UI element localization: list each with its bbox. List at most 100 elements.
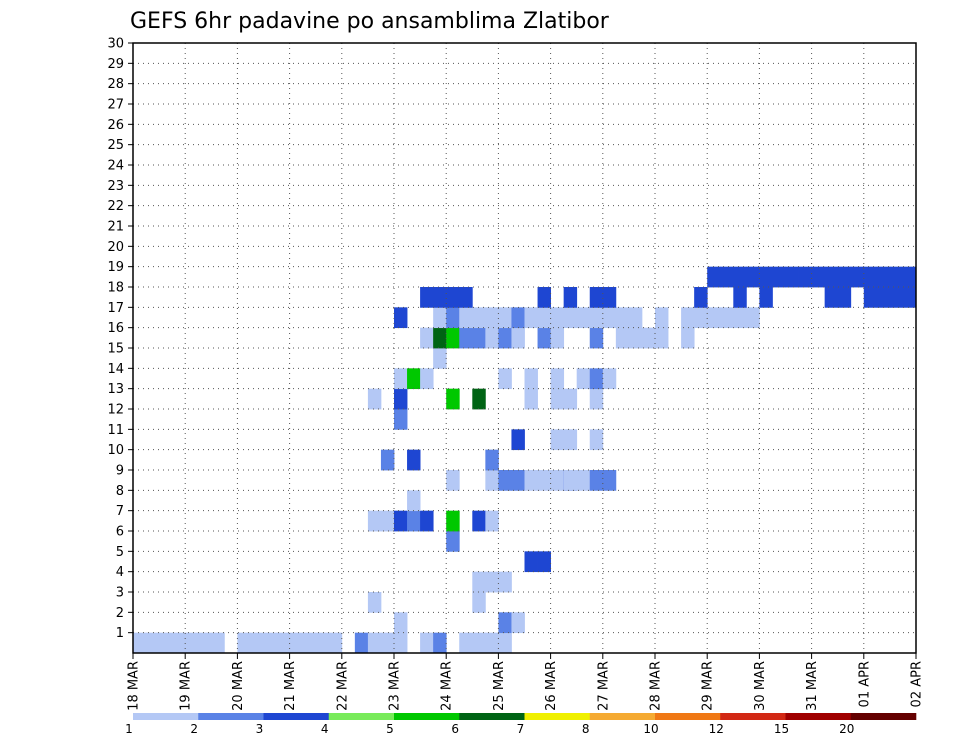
heatmap-cell bbox=[707, 307, 721, 329]
colorbar-label: 10 bbox=[643, 722, 658, 736]
heatmap-cell bbox=[263, 632, 277, 654]
heatmap-cell bbox=[576, 307, 591, 329]
heatmap-cell bbox=[420, 510, 434, 532]
x-tick-label: 23 MAR bbox=[388, 661, 403, 711]
heatmap-cell bbox=[615, 327, 630, 349]
y-tick-label: 25 bbox=[107, 138, 124, 153]
heatmap-cell bbox=[602, 368, 617, 390]
y-tick-label: 12 bbox=[107, 403, 124, 418]
colorbar-label: 8 bbox=[582, 722, 590, 736]
heatmap-cell bbox=[407, 368, 421, 390]
y-tick-label: 14 bbox=[107, 362, 124, 377]
colorbar-label: 4 bbox=[321, 722, 329, 736]
heatmap-cell bbox=[407, 490, 421, 512]
colorbar-label: 5 bbox=[386, 722, 394, 736]
colorbar-swatch bbox=[589, 713, 656, 720]
heatmap-cell bbox=[367, 592, 382, 613]
heatmap-cell bbox=[485, 327, 499, 349]
heatmap-cell bbox=[681, 327, 695, 349]
heatmap-cell bbox=[159, 632, 173, 654]
colorbar-label: 15 bbox=[774, 722, 789, 736]
heatmap-cell bbox=[485, 510, 499, 532]
heatmap-cell bbox=[394, 409, 408, 430]
heatmap-cell bbox=[485, 449, 499, 471]
heatmap-cell bbox=[641, 327, 656, 349]
colorbar-swatch bbox=[394, 713, 460, 720]
colorbar-swatch bbox=[263, 713, 330, 720]
heatmap-cell bbox=[472, 571, 486, 593]
heatmap-cell bbox=[472, 307, 486, 329]
heatmap-cell bbox=[602, 287, 617, 308]
heatmap-cell bbox=[472, 592, 486, 613]
heatmap-cell bbox=[446, 470, 460, 491]
heatmap-cell bbox=[511, 470, 525, 491]
x-tick-label: 24 MAR bbox=[440, 661, 455, 711]
heatmap-cell bbox=[511, 429, 525, 451]
y-tick-label: 16 bbox=[107, 321, 124, 336]
heatmap-cell bbox=[524, 470, 538, 491]
y-tick-label: 7 bbox=[116, 504, 124, 519]
y-tick-label: 4 bbox=[116, 565, 124, 580]
y-tick-label: 15 bbox=[107, 342, 124, 357]
x-tick-label: 29 MAR bbox=[701, 661, 716, 711]
heatmap-cell bbox=[315, 632, 330, 654]
heatmap-cell bbox=[537, 307, 551, 329]
heatmap-cell bbox=[589, 470, 604, 491]
colorbar-swatch bbox=[720, 713, 786, 720]
heatmap-cell bbox=[511, 327, 525, 349]
chart-title: GEFS 6hr padavine po ansamblima Zlatibor bbox=[130, 9, 610, 34]
heatmap-cell bbox=[681, 307, 695, 329]
y-tick-label: 30 bbox=[107, 37, 124, 52]
y-tick-label: 20 bbox=[107, 240, 124, 255]
colorbar-swatch bbox=[524, 713, 591, 720]
heatmap-cell bbox=[615, 307, 630, 329]
y-tick-label: 10 bbox=[107, 443, 124, 458]
heatmap-cell bbox=[380, 510, 395, 532]
heatmap-cell bbox=[133, 632, 147, 654]
heatmap-cell bbox=[655, 327, 669, 349]
heatmap-cell bbox=[537, 327, 551, 349]
y-tick-label: 23 bbox=[107, 179, 124, 194]
heatmap-cell bbox=[889, 266, 904, 288]
heatmap-cell bbox=[694, 287, 708, 308]
heatmap-cell bbox=[367, 388, 382, 410]
heatmap-cell bbox=[472, 327, 486, 349]
colorbar-swatch bbox=[133, 713, 199, 720]
heatmap-cell bbox=[446, 510, 460, 532]
heatmap-cell bbox=[289, 632, 304, 654]
grid-lines bbox=[133, 43, 916, 653]
heatmap-cell bbox=[394, 632, 408, 654]
heatmap-cell bbox=[628, 307, 643, 329]
heatmap-cell bbox=[394, 510, 408, 532]
heatmap-cell bbox=[733, 287, 747, 308]
heatmap-cell bbox=[824, 266, 839, 288]
colorbar-swatch bbox=[198, 713, 264, 720]
heatmap-cell bbox=[211, 632, 225, 654]
colorbar-label: 1 bbox=[125, 722, 133, 736]
heatmap-cell bbox=[550, 429, 565, 451]
colorbar-swatch bbox=[850, 713, 917, 720]
heatmap-cell bbox=[407, 510, 421, 532]
heatmap-cell bbox=[550, 307, 565, 329]
heatmap-cell bbox=[720, 307, 734, 329]
heatmap-cell bbox=[498, 368, 512, 390]
x-tick-label: 20 MAR bbox=[231, 661, 246, 711]
x-tick-label: 31 MAR bbox=[805, 661, 820, 711]
heatmap-cell bbox=[563, 287, 578, 308]
y-axis-ticks: 1234567891011121314151617181920212223242… bbox=[107, 37, 133, 641]
heatmap-cell bbox=[433, 287, 447, 308]
heatmap-cell bbox=[511, 612, 525, 634]
colorbar: 1 2 3 4 5 6 7 8 10 12 15 20 bbox=[125, 713, 917, 736]
heatmap-cell bbox=[472, 388, 486, 410]
heatmap-cell bbox=[733, 266, 747, 288]
heatmap-cell bbox=[433, 327, 447, 349]
y-tick-label: 5 bbox=[116, 545, 124, 560]
heatmap-cell bbox=[446, 287, 460, 308]
colorbar-label: 20 bbox=[839, 722, 854, 736]
x-tick-label: 30 MAR bbox=[753, 661, 768, 711]
heatmap-cell bbox=[602, 470, 617, 491]
heatmap-cell bbox=[655, 307, 669, 329]
heatmap-cell bbox=[446, 307, 460, 329]
heatmap-cell bbox=[498, 632, 512, 654]
heatmap-cell bbox=[485, 632, 499, 654]
